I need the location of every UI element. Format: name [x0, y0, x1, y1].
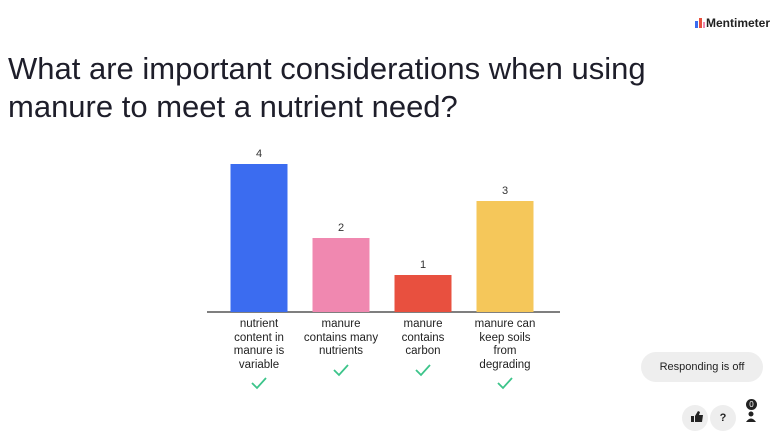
participants-icon — [746, 411, 756, 422]
bar — [476, 201, 534, 312]
brand-logo — [695, 18, 705, 28]
bar — [312, 238, 370, 312]
bar — [394, 275, 452, 312]
participants-count: 0 — [746, 399, 757, 410]
brand-name: Mentimeter — [706, 16, 770, 30]
check-icon — [497, 377, 513, 390]
category-label: nutrient content in manure is variable — [233, 318, 285, 371]
responding-status: Responding is off — [641, 352, 763, 382]
check-icon — [415, 364, 431, 377]
value-label: 1 — [420, 259, 426, 271]
check-icon — [251, 377, 267, 390]
category-label: manure contains carbon — [401, 318, 445, 357]
help-button[interactable]: ? — [710, 405, 736, 431]
bar — [230, 164, 288, 312]
value-label: 4 — [256, 148, 262, 160]
reaction-icon — [691, 411, 703, 422]
value-label: 2 — [338, 222, 344, 234]
category-label: manure can keep soils from degrading — [474, 318, 536, 371]
check-icon — [333, 364, 349, 377]
question-title: What are important considerations when u… — [8, 51, 646, 124]
value-label: 3 — [502, 185, 508, 197]
category-label: manure contains many nutrients — [303, 318, 379, 357]
